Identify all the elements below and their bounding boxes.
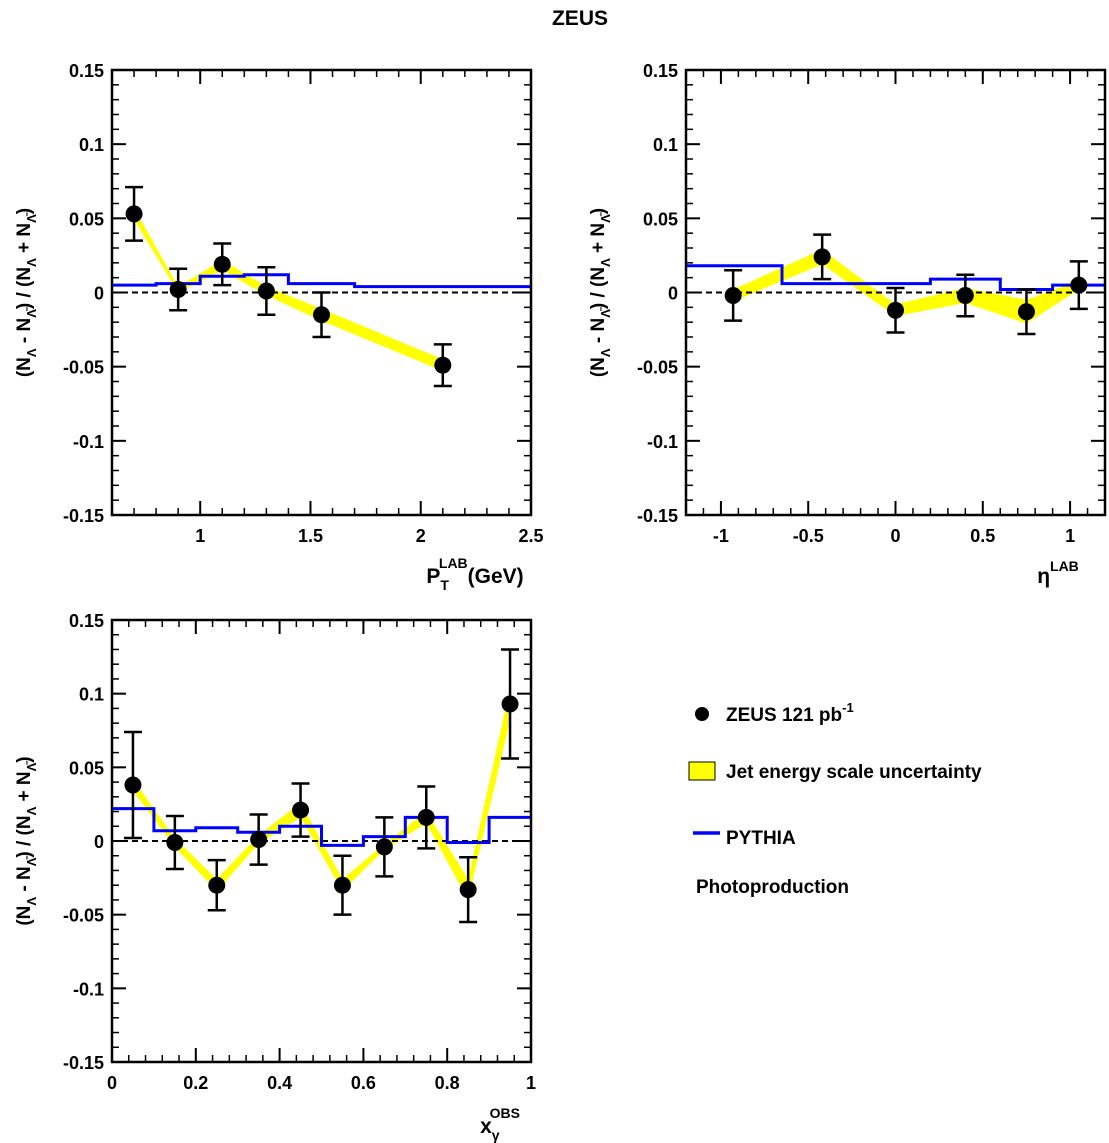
y-tick-label: -0.1 <box>73 432 104 452</box>
y-tick-label: 0.15 <box>69 611 104 631</box>
y-tick-label: 0.1 <box>79 685 104 705</box>
data-point <box>208 876 226 894</box>
y-tick-label: -0.05 <box>637 358 678 378</box>
data-point <box>125 205 143 223</box>
uncertainty-band <box>733 249 1079 324</box>
panel-xgamma: -0.15 -0.1 -0.05 0 0.05 0.1 0.15 0 0.2 0.4 0.6 0.8 1… <box>14 611 536 1143</box>
x-tick-label: 0.5 <box>970 526 995 546</box>
x-tick-label: 1.5 <box>298 526 323 546</box>
x-tick-label: 0.4 <box>267 1073 292 1093</box>
data-point <box>501 695 519 713</box>
legend-band-swatch <box>688 761 716 781</box>
data-point <box>459 881 477 899</box>
data-point <box>213 255 231 273</box>
y-tick-label: 0 <box>668 284 678 304</box>
legend-data-marker <box>695 707 709 721</box>
data-point <box>813 248 831 266</box>
data-point <box>1017 303 1035 321</box>
data-point <box>333 876 351 894</box>
x-tick-label: -0.5 <box>793 526 824 546</box>
y-tick-label: -0.05 <box>63 906 104 926</box>
y-tick-label: -0.15 <box>637 506 678 526</box>
legend-data-label: ZEUS 121 pb-1 <box>726 700 854 726</box>
x-tick-label: 1 <box>195 526 205 546</box>
data-point <box>250 831 268 849</box>
y-axis-label: (NΛ - NΛ̄) / (NΛ + NΛ̄) <box>14 756 39 925</box>
y-tick-label: -0.15 <box>63 506 104 526</box>
data-point <box>124 776 142 794</box>
x-tick-label: 2.5 <box>518 526 543 546</box>
y-tick-label: 0 <box>94 832 104 852</box>
y-tick-label: 0.1 <box>79 135 104 155</box>
data-point <box>887 301 904 319</box>
pythia-histogram <box>112 273 531 289</box>
data-point <box>1070 276 1088 294</box>
y-tick-label: -0.05 <box>63 358 104 378</box>
y-tick-label: 0 <box>94 284 104 304</box>
x-tick-label: 0.8 <box>435 1073 460 1093</box>
x-tick-label: 0 <box>890 526 900 546</box>
data-point <box>313 306 330 324</box>
x-axis-label: ηLAB <box>1037 558 1079 588</box>
legend-note: Photoproduction <box>696 877 849 898</box>
y-tick-label: 0.05 <box>69 209 104 229</box>
legend-mc-label: PYTHIA <box>726 828 796 849</box>
x-axis-label: PTLAB(GeV) <box>426 555 523 593</box>
data-point <box>257 282 275 300</box>
x-tick-label: 1 <box>526 1073 536 1093</box>
data-point <box>292 801 310 819</box>
x-tick-label: 1 <box>1065 526 1075 546</box>
legend-band-label: Jet energy scale uncertainty <box>726 762 982 783</box>
data-point <box>956 286 974 304</box>
y-tick-label: 0.05 <box>69 758 104 778</box>
pythia-histogram <box>112 807 531 847</box>
data-point <box>375 838 393 856</box>
y-tick-label: 0.1 <box>653 135 678 155</box>
y-tick-label: -0.1 <box>647 432 678 452</box>
y-tick-label: -0.1 <box>73 979 104 999</box>
data-point <box>724 286 742 304</box>
y-tick-label: -0.15 <box>63 1053 104 1073</box>
y-tick-label: 0.05 <box>643 209 678 229</box>
x-tick-label: 2 <box>416 526 426 546</box>
data-point <box>169 281 187 299</box>
y-tick-label: 0.15 <box>643 61 678 81</box>
x-tick-label: 0.2 <box>183 1073 208 1093</box>
y-tick-label: 0.15 <box>69 61 104 81</box>
y-axis-label: (NΛ - NΛ̄) / (NΛ + NΛ̄) <box>14 208 39 377</box>
panel-eta: -0.15 -0.1 -0.05 0 0.05 0.1 0.15 -1 -0.5 0 0.5 1 (NΛ… <box>588 61 1107 588</box>
data-point <box>166 833 184 851</box>
x-tick-label: 0.6 <box>351 1073 376 1093</box>
uncertainty-band <box>134 208 443 372</box>
legend: ZEUS 121 pb-1 Jet energy scale uncertain… <box>688 700 982 898</box>
x-axis-label: xγOBS <box>480 1105 520 1143</box>
uncertainty-band <box>132 687 510 900</box>
x-tick-label: -1 <box>713 526 729 546</box>
x-tick-label: 0 <box>107 1073 117 1093</box>
data-point <box>417 808 435 826</box>
data-point <box>434 356 452 374</box>
figure-title: ZEUS <box>552 7 608 30</box>
y-axis-label: (NΛ - NΛ̄) / (NΛ + NΛ̄) <box>588 208 613 377</box>
panel-pt: -0.15 -0.1 -0.05 0 0.05 0.1 0.15 1 1.5 2 2.5 (NΛ - … <box>14 61 544 593</box>
